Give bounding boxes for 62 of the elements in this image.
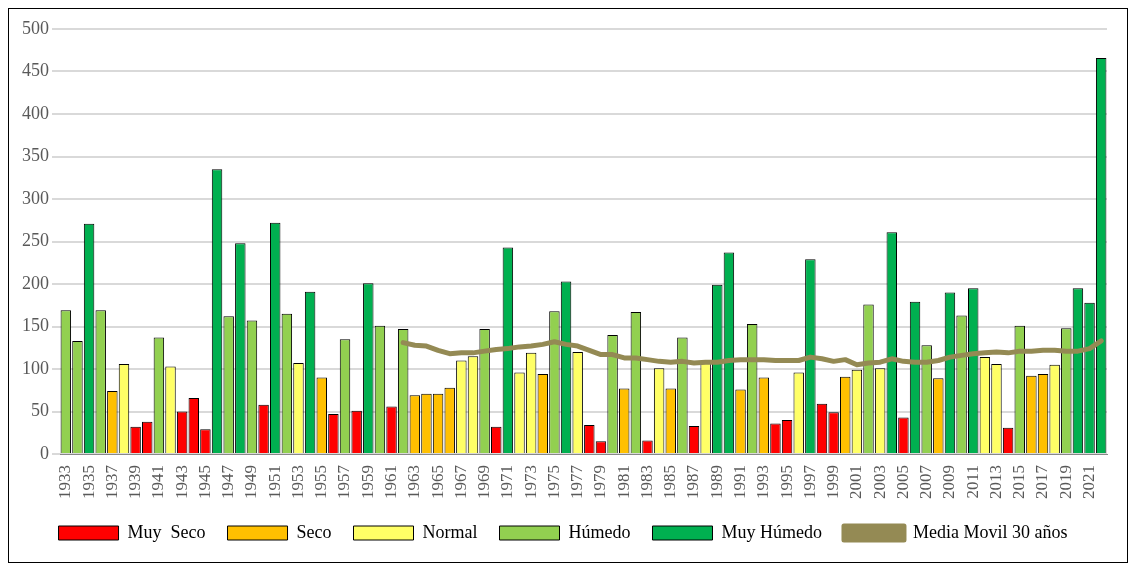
x-tick-label: 1933 — [55, 465, 75, 499]
x-tick-label: 1947 — [218, 464, 238, 499]
x-tick-label: 1987 — [683, 464, 703, 499]
x-tick-label: 1979 — [590, 465, 610, 499]
x-tick-label: 1965 — [427, 465, 447, 499]
x-tick-label: 1963 — [404, 465, 424, 499]
x-tick-label: 2017 — [1032, 464, 1052, 499]
y-tick-label: 0 — [40, 442, 49, 463]
legend-label: Húmedo — [568, 521, 631, 542]
x-tick-label: 1937 — [101, 464, 121, 499]
x-tick-label: 1941 — [148, 465, 168, 499]
legend-label: Muy Seco — [127, 521, 206, 542]
legend-label: Seco — [296, 521, 332, 542]
y-tick-label: 450 — [22, 60, 49, 81]
x-tick-label: 2005 — [892, 465, 912, 499]
x-tick-label: 2003 — [869, 465, 889, 499]
x-tick-label: 1993 — [753, 465, 773, 499]
x-tick-label: 1989 — [706, 465, 726, 499]
y-tick-label: 300 — [22, 187, 49, 208]
y-tick-label: 50 — [31, 400, 49, 421]
x-tick-label: 2007 — [916, 464, 936, 499]
y-tick-label: 400 — [22, 102, 49, 123]
x-tick-label: 1997 — [799, 464, 819, 499]
x-tick-label: 1977 — [567, 464, 587, 499]
x-tick-label: 1995 — [776, 465, 796, 499]
y-tick-label: 250 — [22, 230, 49, 251]
x-tick-label: 1969 — [474, 465, 494, 499]
x-tick-label: 2011 — [962, 465, 982, 499]
x-tick-label: 1943 — [171, 465, 191, 499]
y-tick-label: 350 — [22, 145, 49, 166]
x-tick-label: 1939 — [125, 465, 145, 499]
x-tick-label: 2019 — [1055, 465, 1075, 499]
x-tick-label: 1999 — [823, 465, 843, 499]
x-tick-label: 1983 — [636, 465, 656, 499]
legend-label: Normal — [422, 521, 478, 542]
x-tick-label: 1985 — [660, 465, 680, 499]
x-tick-label: 1971 — [497, 465, 517, 499]
x-tick-label: 1973 — [520, 465, 540, 499]
x-tick-label: 1951 — [264, 465, 284, 499]
x-tick-label: 2015 — [1009, 465, 1029, 499]
x-tick-label: 1955 — [311, 465, 331, 499]
legend-label: Muy Húmedo — [721, 521, 822, 542]
x-tick-label: 2021 — [1079, 465, 1099, 499]
x-tick-label: 1953 — [287, 465, 307, 499]
y-tick-label: 150 — [22, 315, 49, 336]
x-tick-label: 1945 — [194, 465, 214, 499]
x-tick-label: 2009 — [939, 465, 959, 499]
x-tick-label: 1961 — [381, 465, 401, 499]
x-tick-label: 1981 — [613, 465, 633, 499]
x-tick-label: 1975 — [543, 465, 563, 499]
y-tick-label: 500 — [22, 17, 49, 38]
x-tick-label: 1949 — [241, 465, 261, 499]
x-tick-label: 2001 — [846, 465, 866, 499]
x-tick-label: 1959 — [357, 465, 377, 499]
x-tick-label: 1967 — [450, 464, 470, 499]
x-tick-label: 1991 — [730, 465, 750, 499]
legend-label: Media Movil 30 años — [912, 521, 1068, 542]
x-tick-label: 1935 — [78, 465, 98, 499]
x-tick-label: 1957 — [334, 464, 354, 499]
y-tick-label: 200 — [22, 272, 49, 293]
x-tick-label: 2013 — [985, 465, 1005, 499]
y-tick-label: 100 — [22, 357, 49, 378]
